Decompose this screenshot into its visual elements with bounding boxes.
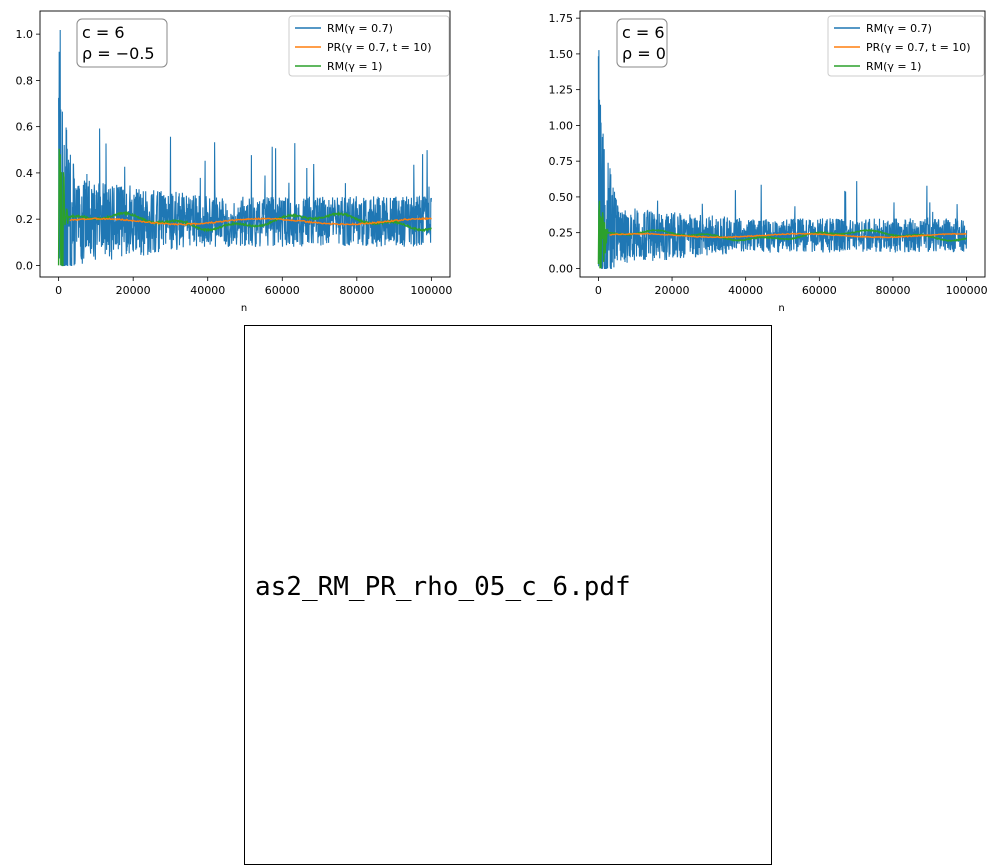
series-line-rm-0.7	[597, 50, 968, 269]
x-axis-label: n	[778, 303, 784, 314]
x-tick-label: 20000	[116, 284, 151, 297]
y-tick-label: 0.0	[16, 259, 34, 272]
y-tick-label: 1.00	[549, 119, 574, 132]
legend-label: RM(γ = 0.7)	[866, 22, 932, 35]
figure-canvas: 0 20000 40000 60000 80000 100000 0.0 0.2 0.4 0.6 0…	[16, 10, 988, 314]
annotation-box: c = 6 ρ = −0.5	[76, 18, 168, 68]
y-tick-label: 0.00	[549, 262, 574, 275]
legend-label: PR(γ = 0.7, t = 10)	[866, 41, 971, 54]
series-line-pr	[69, 216, 432, 226]
missing-figure-filename: as2_RM_PR_rho_05_c_6.pdf	[255, 572, 631, 602]
x-tick-label: 40000	[728, 284, 763, 297]
annotation-box: c = 6 ρ = 0	[616, 18, 668, 68]
x-tick-label: 60000	[265, 284, 300, 297]
legend: RM(γ = 0.7) PR(γ = 0.7, t = 10) RM(γ = 1)	[288, 15, 450, 77]
x-tick-label: 0	[55, 284, 62, 297]
annotation-frame	[76, 18, 168, 68]
missing-figure-placeholder: as2_RM_PR_rho_05_c_6.pdf	[244, 325, 772, 865]
legend-label: PR(γ = 0.7, t = 10)	[327, 41, 432, 54]
y-tick-label: 0.25	[549, 227, 574, 240]
y-tick-label: 0.50	[549, 191, 574, 204]
legend: RM(γ = 0.7) PR(γ = 0.7, t = 10) RM(γ = 1)	[827, 15, 985, 77]
y-tick-label: 0.6	[16, 121, 34, 134]
annotation-text: c = 6	[622, 23, 665, 42]
chart-panel-2: 0 20000 40000 60000 80000 100000 0.00 0.25 0.50 0…	[549, 10, 988, 314]
x-tick-label: 80000	[339, 284, 374, 297]
y-tick-label: 0.2	[16, 213, 34, 226]
legend-frame	[288, 15, 450, 77]
annotation-text: ρ = −0.5	[82, 44, 155, 63]
chart-panel-1: 0 20000 40000 60000 80000 100000 0.0 0.2 0.4 0.6 0…	[16, 10, 452, 314]
x-tick-label: 100000	[946, 284, 988, 297]
series-line-rm-0.7	[58, 29, 432, 267]
x-tick-label: 60000	[802, 284, 837, 297]
legend-label: RM(γ = 1)	[866, 60, 921, 73]
annotation-text: ρ = 0	[622, 44, 666, 63]
series-line-pr	[609, 232, 967, 239]
x-tick-label: 0	[595, 284, 602, 297]
y-tick-label: 1.50	[549, 48, 574, 61]
y-tick-label: 0.4	[16, 167, 34, 180]
y-tick-label: 1.25	[549, 84, 574, 97]
y-tick-label: 1.0	[16, 28, 34, 41]
y-tick-label: 0.8	[16, 74, 34, 87]
y-tick-label: 0.75	[549, 155, 574, 168]
legend-label: RM(γ = 1)	[327, 60, 382, 73]
x-tick-label: 80000	[875, 284, 910, 297]
y-tick-label: 1.75	[549, 12, 574, 25]
legend-frame	[827, 15, 985, 77]
x-axis-label: n	[241, 303, 247, 314]
plot-frame	[39, 10, 451, 278]
annotation-frame	[616, 18, 668, 68]
x-tick-label: 20000	[655, 284, 690, 297]
plot-frame	[579, 10, 986, 278]
x-tick-label: 40000	[190, 284, 225, 297]
x-tick-label: 100000	[410, 284, 452, 297]
legend-label: RM(γ = 0.7)	[327, 22, 393, 35]
annotation-text: c = 6	[82, 23, 125, 42]
